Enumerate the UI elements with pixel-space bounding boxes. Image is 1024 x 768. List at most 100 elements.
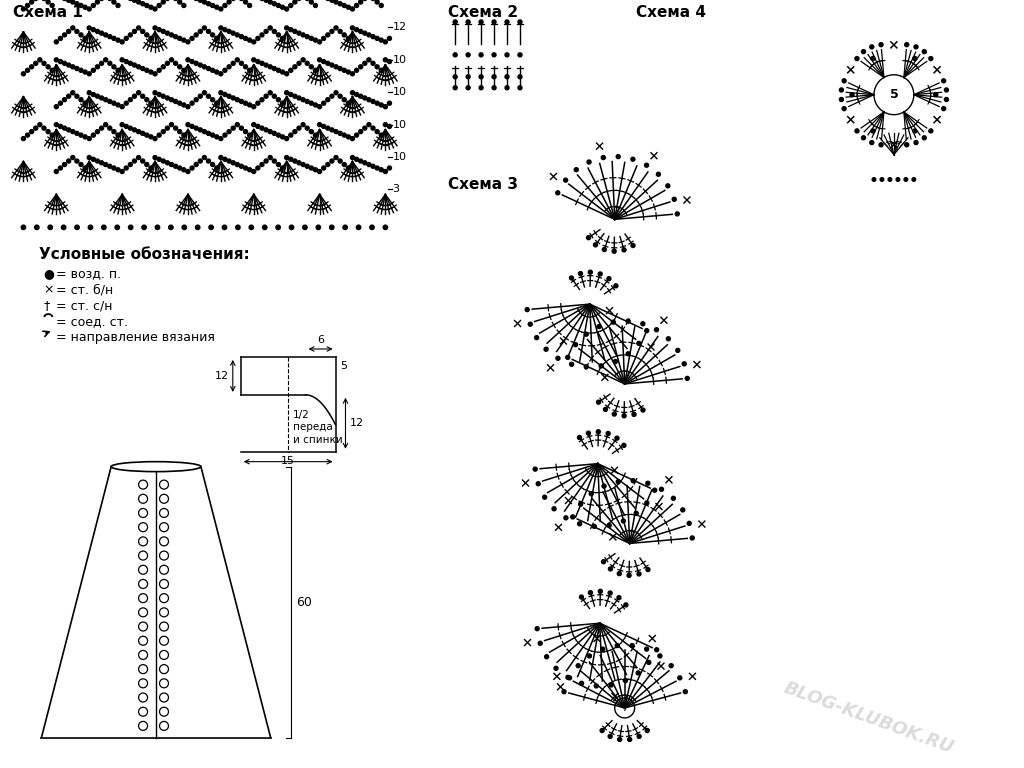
Circle shape bbox=[375, 0, 379, 4]
Circle shape bbox=[272, 29, 276, 33]
Circle shape bbox=[645, 729, 649, 733]
Circle shape bbox=[317, 170, 322, 174]
Circle shape bbox=[685, 376, 689, 380]
Circle shape bbox=[79, 4, 83, 8]
Circle shape bbox=[227, 65, 231, 69]
Circle shape bbox=[170, 58, 173, 61]
Circle shape bbox=[350, 156, 354, 160]
Circle shape bbox=[170, 98, 173, 101]
Text: 1/2
переда
и спинки: 1/2 переда и спинки bbox=[293, 410, 343, 445]
Text: 7: 7 bbox=[628, 531, 634, 541]
Circle shape bbox=[264, 29, 268, 33]
Circle shape bbox=[190, 101, 194, 105]
Circle shape bbox=[554, 667, 558, 670]
Circle shape bbox=[128, 126, 132, 130]
Circle shape bbox=[305, 126, 309, 130]
Text: 5: 5 bbox=[341, 361, 347, 371]
Circle shape bbox=[182, 38, 185, 42]
Circle shape bbox=[268, 65, 272, 69]
Circle shape bbox=[71, 156, 75, 160]
Circle shape bbox=[144, 68, 148, 72]
Circle shape bbox=[631, 243, 635, 247]
Circle shape bbox=[356, 225, 360, 230]
Circle shape bbox=[219, 7, 223, 11]
Circle shape bbox=[608, 734, 612, 738]
Circle shape bbox=[285, 156, 289, 160]
Circle shape bbox=[215, 5, 219, 9]
Circle shape bbox=[383, 123, 387, 127]
Circle shape bbox=[244, 101, 248, 105]
Circle shape bbox=[203, 65, 207, 69]
Circle shape bbox=[260, 61, 264, 65]
Circle shape bbox=[316, 225, 321, 230]
Circle shape bbox=[275, 225, 281, 230]
Circle shape bbox=[248, 4, 252, 8]
Circle shape bbox=[120, 104, 124, 109]
Circle shape bbox=[248, 38, 252, 42]
Circle shape bbox=[309, 101, 313, 105]
Circle shape bbox=[285, 7, 289, 11]
Circle shape bbox=[602, 247, 606, 252]
Circle shape bbox=[326, 61, 330, 65]
Text: 10: 10 bbox=[392, 55, 407, 65]
Circle shape bbox=[46, 130, 50, 134]
Circle shape bbox=[573, 343, 578, 346]
Circle shape bbox=[256, 101, 260, 105]
Circle shape bbox=[48, 225, 52, 230]
Circle shape bbox=[326, 98, 330, 101]
Circle shape bbox=[112, 0, 116, 4]
Circle shape bbox=[654, 328, 658, 332]
Circle shape bbox=[645, 647, 648, 651]
Circle shape bbox=[54, 58, 58, 61]
Text: 60: 60 bbox=[296, 596, 311, 609]
Circle shape bbox=[132, 94, 136, 98]
Circle shape bbox=[260, 98, 264, 101]
Circle shape bbox=[87, 137, 91, 141]
Circle shape bbox=[322, 36, 326, 41]
Circle shape bbox=[358, 0, 362, 4]
Circle shape bbox=[112, 166, 116, 170]
Circle shape bbox=[611, 320, 615, 324]
Circle shape bbox=[223, 4, 227, 8]
Circle shape bbox=[672, 197, 676, 201]
Circle shape bbox=[161, 29, 165, 33]
Circle shape bbox=[539, 641, 543, 645]
Circle shape bbox=[354, 4, 358, 8]
Circle shape bbox=[244, 0, 248, 4]
Circle shape bbox=[518, 74, 522, 79]
Text: 10: 10 bbox=[392, 87, 407, 97]
Circle shape bbox=[223, 28, 227, 31]
Circle shape bbox=[87, 7, 91, 11]
Circle shape bbox=[260, 163, 264, 167]
Circle shape bbox=[574, 167, 579, 172]
Circle shape bbox=[334, 130, 338, 134]
Circle shape bbox=[203, 156, 207, 160]
Circle shape bbox=[676, 349, 680, 353]
Circle shape bbox=[904, 177, 907, 181]
Circle shape bbox=[944, 98, 948, 101]
Circle shape bbox=[387, 166, 391, 170]
Circle shape bbox=[276, 163, 281, 167]
Text: = возд. п.: = возд. п. bbox=[56, 267, 122, 280]
Circle shape bbox=[367, 33, 371, 37]
Circle shape bbox=[370, 225, 374, 230]
Circle shape bbox=[313, 38, 317, 42]
Circle shape bbox=[338, 131, 342, 135]
Circle shape bbox=[186, 40, 189, 44]
Circle shape bbox=[317, 123, 322, 127]
Circle shape bbox=[157, 133, 161, 137]
Circle shape bbox=[174, 126, 177, 130]
Circle shape bbox=[161, 65, 165, 69]
Circle shape bbox=[600, 729, 604, 733]
Text: 7: 7 bbox=[586, 307, 592, 317]
Circle shape bbox=[350, 26, 354, 30]
Circle shape bbox=[872, 177, 876, 181]
Circle shape bbox=[636, 671, 640, 675]
Circle shape bbox=[656, 172, 660, 176]
Circle shape bbox=[108, 100, 112, 104]
Circle shape bbox=[334, 65, 338, 69]
Circle shape bbox=[108, 35, 112, 38]
Circle shape bbox=[293, 65, 297, 69]
Circle shape bbox=[182, 225, 186, 230]
Circle shape bbox=[375, 65, 379, 69]
